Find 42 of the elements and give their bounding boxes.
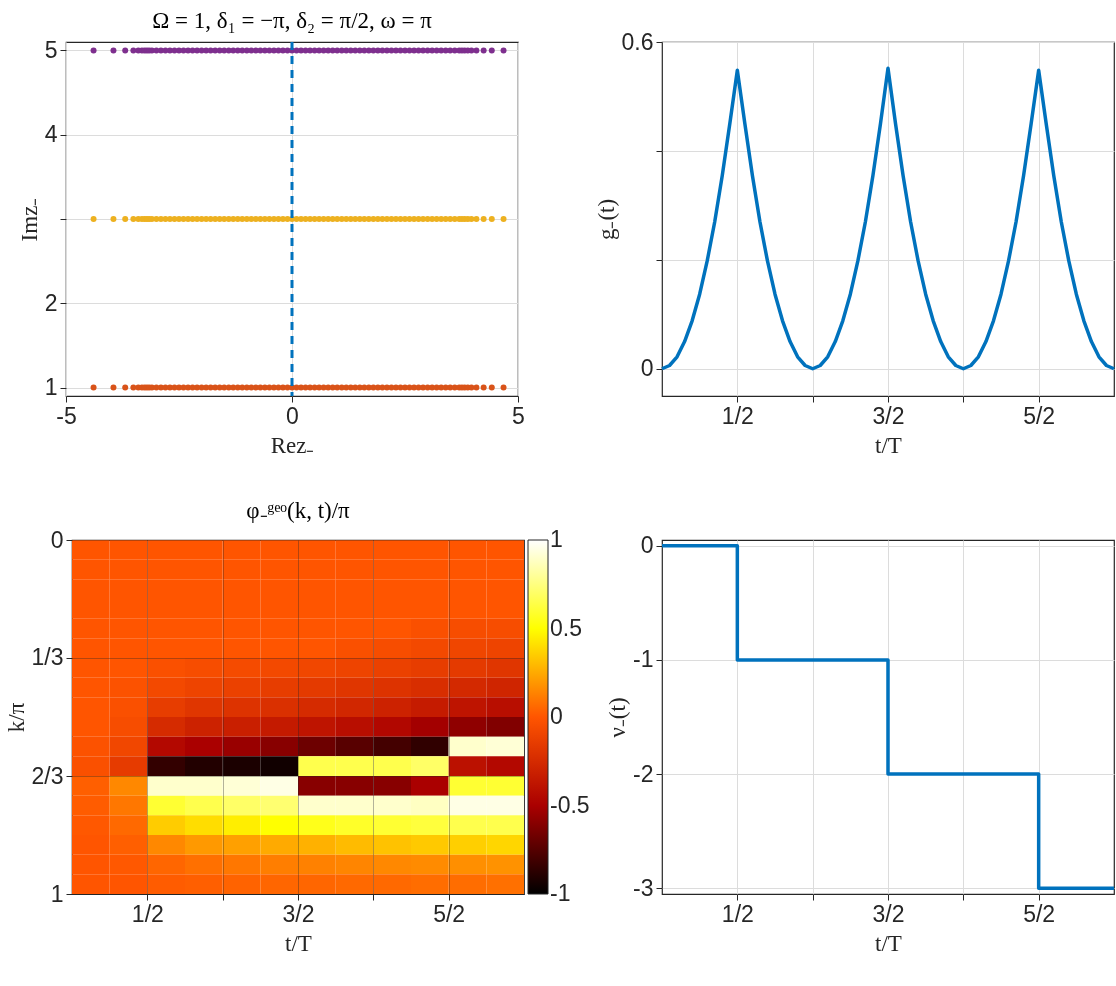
y-tick-label: 0: [50, 526, 64, 553]
x-tick-label: 3/2: [872, 402, 905, 429]
x-tick-label: 3/2: [282, 900, 315, 927]
x-tick-label: 1/2: [721, 900, 754, 927]
y-axis-title: g₋(t): [593, 198, 619, 241]
x-tick-label: 5/2: [433, 900, 466, 927]
x-tick-label: 5/2: [1023, 900, 1056, 927]
y-tick-label: 1: [50, 880, 64, 907]
y-tick-label: 1: [44, 374, 58, 401]
x-tick-label: 3/2: [872, 900, 905, 927]
y-tick-label: 2: [44, 289, 58, 316]
x-axis-title: t/T: [875, 432, 902, 458]
y-tick-label: -2: [633, 760, 654, 787]
y-axis-title: ν₋(t): [605, 697, 631, 738]
y-tick-label: 0: [640, 355, 654, 382]
color-bar-label: 0.5: [550, 614, 582, 641]
y-tick-label: 1/3: [31, 644, 64, 671]
chart-title: φ₋ᵍᵉᵒ(k, t)/π: [246, 498, 351, 523]
y-axis-title: k/π: [3, 702, 29, 733]
x-axis-title: t/T: [875, 930, 902, 956]
y-tick-label: -1: [633, 646, 654, 673]
color-bar-label: 1: [550, 526, 563, 552]
y-tick-label: 4: [44, 121, 58, 148]
x-tick-label: 1/2: [131, 900, 164, 927]
y-tick-label: 2/3: [31, 762, 64, 789]
y-tick-label: 5: [44, 36, 58, 63]
y-axis-title: Imz₋: [16, 197, 42, 242]
x-tick-label: 0: [286, 402, 299, 429]
x-tick-label: 5: [512, 402, 525, 429]
x-axis-title: t/T: [285, 930, 312, 956]
y-tick-label: 0.6: [621, 28, 654, 55]
color-bar-label: -1: [550, 880, 571, 906]
x-tick-label: 5/2: [1023, 402, 1056, 429]
x-tick-label: 1/2: [721, 402, 754, 429]
x-tick-label: -5: [56, 402, 77, 429]
chart-title: Ω = 1, δ₁ = −π, δ₂ = π/2, ω = π: [152, 8, 433, 34]
line-series: [660, 66, 1116, 371]
color-bar-label: 0: [550, 703, 563, 729]
x-axis-title: Rez₋: [270, 432, 315, 458]
y-tick-label: 0: [640, 532, 654, 559]
color-bar-label: -0.5: [550, 791, 590, 818]
y-tick-label: -3: [633, 874, 654, 901]
